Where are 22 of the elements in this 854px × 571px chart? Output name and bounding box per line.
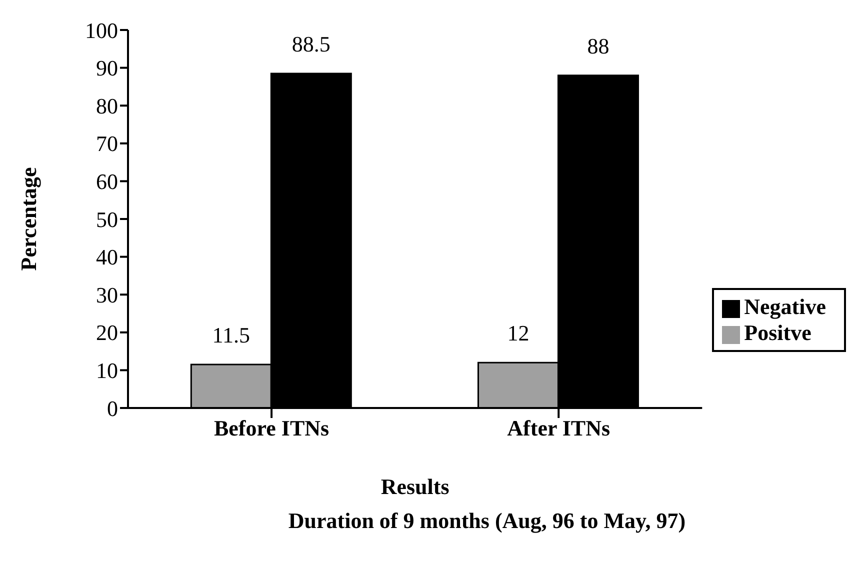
data-label: 88.5: [292, 31, 330, 56]
data-label: 12: [507, 320, 530, 346]
x-tick-label: Before ITNs: [214, 416, 330, 441]
y-tick-label: 30: [96, 282, 118, 308]
text: Duration of 9 months (Aug, 96 to May, 97): [287, 508, 687, 534]
y-tick-label: 70: [96, 131, 118, 156]
y-tick-label: 10: [96, 358, 118, 384]
legend-label: Negative: [744, 294, 826, 319]
y-axis-title: Percentage: [16, 167, 41, 271]
y-tick-label: 80: [96, 93, 118, 118]
data-label: 88: [587, 33, 610, 58]
y-tick-label: 40: [96, 244, 118, 270]
legend-label: Positve: [744, 320, 812, 345]
y-tick-label: 90: [96, 56, 118, 81]
y-tick-label: 20: [96, 320, 118, 346]
data-label: 11.5: [212, 322, 250, 348]
x-tick-label: After ITNs: [507, 416, 610, 441]
y-tick-label: 50: [96, 206, 118, 232]
y-tick-label: 0: [107, 396, 118, 421]
y-tick-label: 100: [85, 18, 118, 43]
y-tick-label: 60: [96, 169, 118, 194]
x-axis-title: Results: [380, 474, 450, 499]
